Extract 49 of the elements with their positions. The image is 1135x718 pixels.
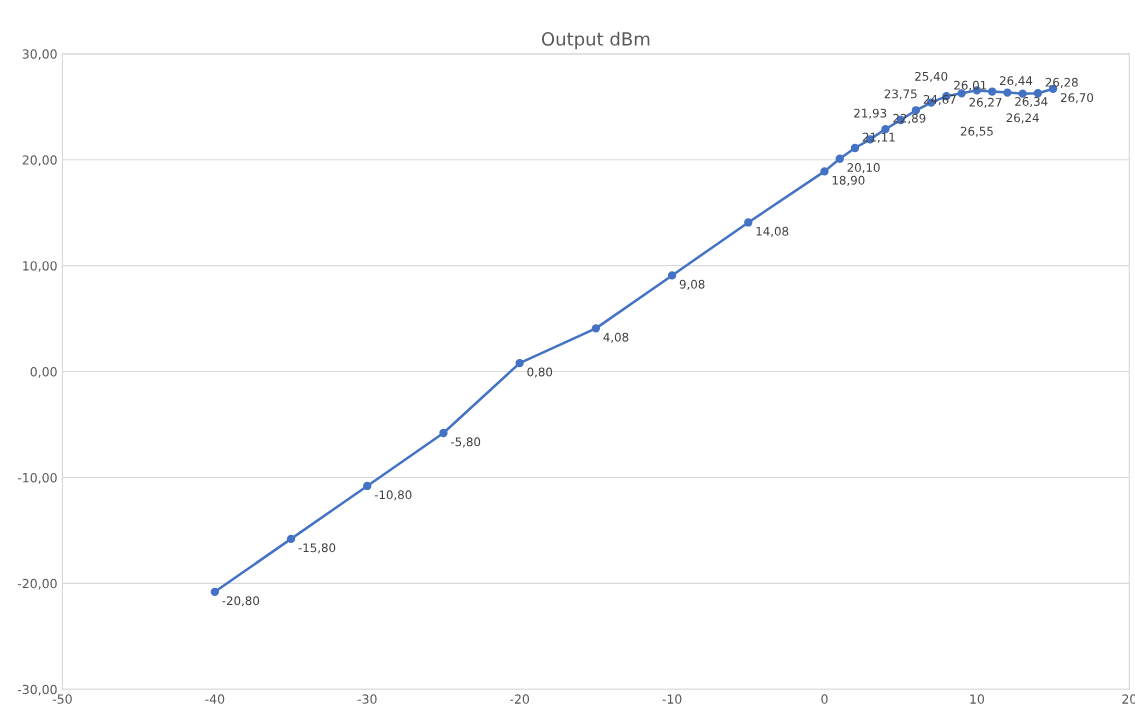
point <box>744 218 753 227</box>
data-label: 20,10 <box>847 163 880 174</box>
point <box>850 143 860 153</box>
y-tick-label: 10,00 <box>23 261 57 272</box>
x-tick-label: -30 <box>357 694 377 704</box>
point <box>987 87 997 96</box>
chart-title: Output dBm <box>541 31 650 50</box>
point <box>820 167 829 176</box>
point <box>835 154 844 163</box>
data-label: 25,40 <box>915 71 948 83</box>
y-tick-label: 20,00 <box>22 155 57 166</box>
x-tick-label: 10 <box>970 694 985 704</box>
x-tick-label: -10 <box>662 694 682 704</box>
data-label: 26,70 <box>1060 93 1094 104</box>
y-tick-label: 30,00 <box>22 49 57 61</box>
data-label: 23,75 <box>884 89 917 100</box>
point <box>1003 88 1012 97</box>
data-label: 21,93 <box>854 108 887 119</box>
point <box>286 534 296 544</box>
data-label: 26,34 <box>1015 96 1048 108</box>
point <box>591 324 601 333</box>
data-label: 26,55 <box>960 126 993 137</box>
data-label: 26,24 <box>1006 113 1039 124</box>
data-label: 18,90 <box>832 175 865 186</box>
data-label: 0,80 <box>527 367 553 378</box>
point <box>363 481 372 491</box>
point <box>439 428 448 438</box>
x-tick-label: -40 <box>205 694 225 704</box>
x-tick-label: 0 <box>821 694 828 704</box>
data-label: -10,80 <box>374 490 412 501</box>
data-label: 26,28 <box>1045 77 1078 88</box>
point <box>210 587 220 597</box>
point <box>667 271 677 280</box>
y-tick-label: -10,00 <box>17 472 57 484</box>
y-tick-label: -30,00 <box>17 684 57 696</box>
data-label: 4,08 <box>603 332 629 343</box>
data-label: -20,80 <box>222 596 260 607</box>
y-tick-label: -20,00 <box>17 578 57 590</box>
y-tick-label: 0,00 <box>30 367 57 378</box>
x-tick-label: -20 <box>510 694 530 704</box>
data-label: 26,27 <box>969 97 1002 108</box>
data-label: 14,08 <box>756 226 789 237</box>
data-label: 26,01 <box>954 80 987 91</box>
data-label: 26,44 <box>999 76 1033 87</box>
data-label: -15,80 <box>298 543 336 554</box>
x-tick-label: -50 <box>52 694 72 704</box>
data-label: -5,80 <box>450 437 481 448</box>
point <box>515 358 524 368</box>
data-label: 9,08 <box>679 279 705 290</box>
